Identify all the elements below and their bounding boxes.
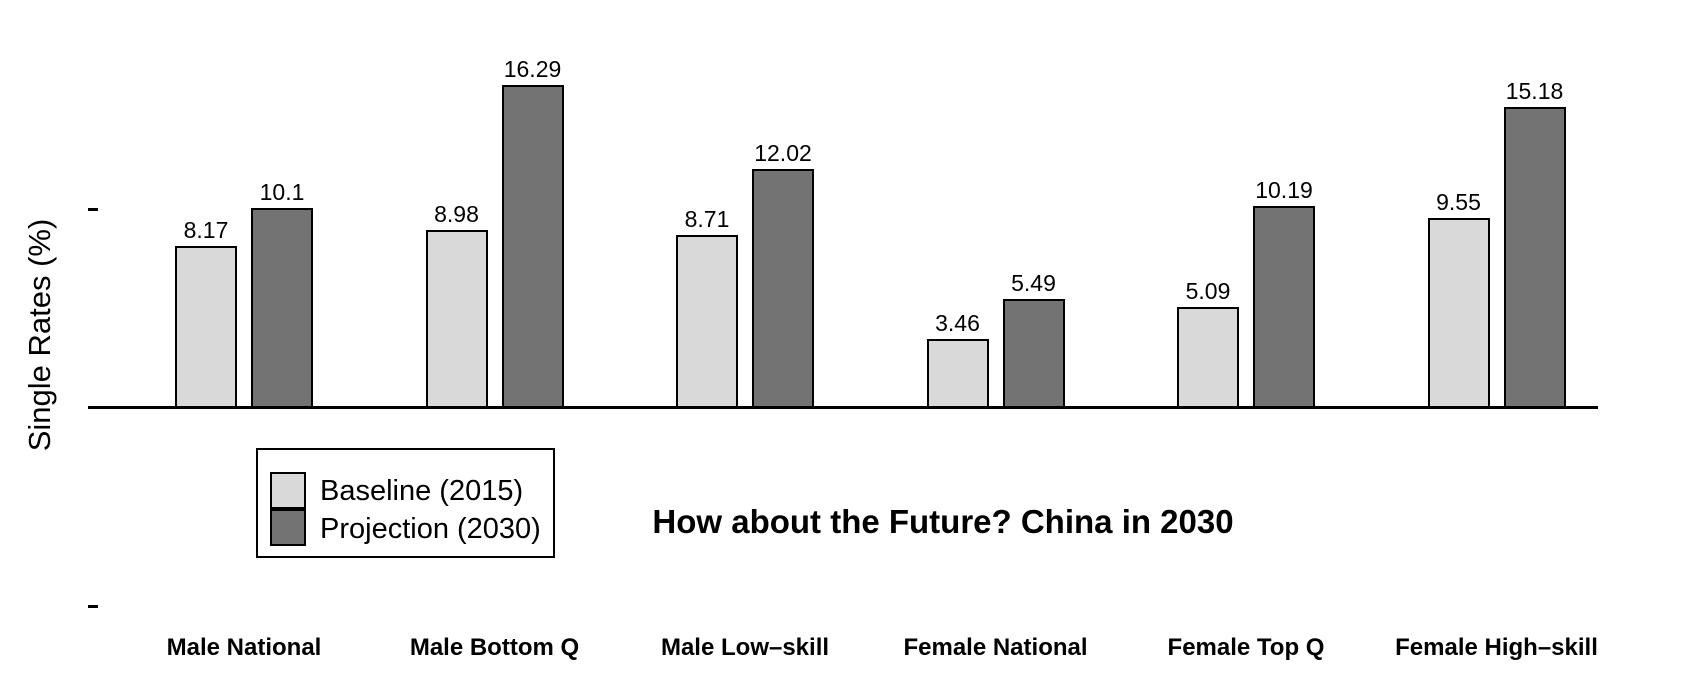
bar-projection: [1253, 206, 1315, 408]
x-axis-line: [88, 406, 1598, 409]
y-axis-label: Single Rates (%): [22, 218, 57, 452]
bar-projection: [1002, 299, 1065, 408]
legend-label-baseline: Baseline (2015): [320, 475, 524, 507]
x-axis-category-label: Male National: [166, 634, 322, 661]
chart-title: How about the Future? China in 2030: [652, 503, 1234, 540]
legend-swatch-projection: [270, 509, 306, 546]
bar-value-label: 9.55: [1436, 189, 1481, 215]
bar-projection: [752, 169, 814, 408]
bar-baseline: [1177, 307, 1239, 408]
x-axis-category-label: Female National: [903, 634, 1088, 661]
bar-value-label: 16.29: [503, 56, 562, 82]
bar-value-label: 8.71: [684, 206, 730, 232]
x-axis-category-label: Male Bottom Q: [409, 634, 580, 661]
bar-value-label: 10.1: [259, 179, 305, 205]
legend-swatch-baseline: [270, 472, 306, 509]
bar-value-label: 5.09: [1185, 278, 1231, 304]
legend: Baseline (2015) Projection (2030): [256, 448, 555, 558]
bar-baseline: [175, 246, 237, 408]
bar-baseline: [676, 235, 738, 408]
legend-label-projection: Projection (2030): [320, 513, 541, 545]
bar-value-label: 8.17: [183, 217, 229, 243]
bar-value-label: 12.02: [754, 140, 812, 166]
x-axis-category-label: Male Low–skill: [660, 634, 830, 661]
bar-baseline: [1427, 218, 1490, 408]
y-axis-tick: [88, 605, 98, 608]
bar-projection: [251, 208, 313, 408]
bar-value-label: 15.18: [1505, 78, 1564, 104]
bar-projection: [501, 85, 564, 408]
x-axis-category-label: Female Top Q: [1167, 634, 1325, 661]
bar-value-label: 8.98: [434, 201, 479, 227]
bar-projection: [1503, 107, 1566, 408]
bar-value-label: 5.49: [1011, 270, 1056, 296]
x-axis-category-label: Female High–skill: [1395, 634, 1598, 661]
bar-value-label: 3.46: [935, 310, 980, 336]
y-axis-tick: [88, 208, 98, 211]
bar-baseline: [926, 339, 989, 408]
bar-baseline: [425, 230, 488, 408]
bar-value-label: 10.19: [1255, 177, 1313, 203]
